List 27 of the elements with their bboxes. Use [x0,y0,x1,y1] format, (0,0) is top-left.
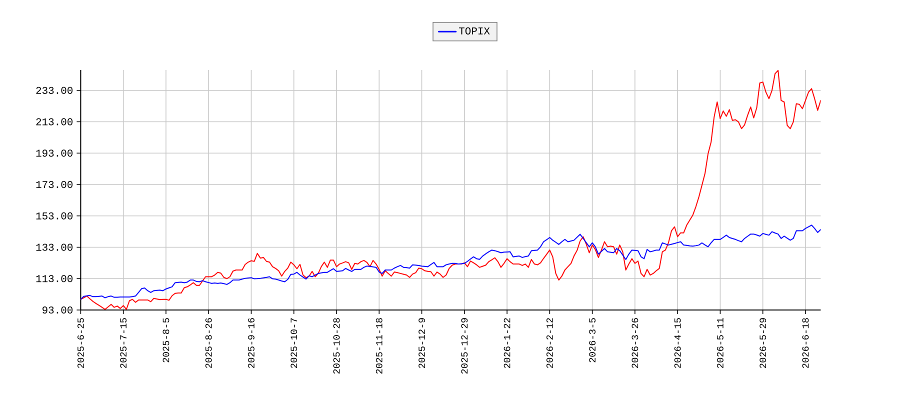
x-tick-label: 2025-10-7 [290,318,298,368]
y-tick-label: 193.00 [36,150,73,157]
x-tick-label: 2026-3-5 [589,318,596,362]
legend-label: TOPIX [458,27,490,34]
x-tick-label: 2025-12-9 [418,318,425,368]
x-tick-label: 2025-8-5 [162,318,170,362]
x-tick-label: 2026-4-15 [674,318,681,368]
x-tick-label: 2025-8-26 [205,318,212,368]
x-tick-label: 2026-6-18 [802,318,809,368]
x-tick-label: 2025-12-29 [461,318,468,374]
x-tick-label: 2026-3-26 [632,318,638,368]
y-tick-label: 153.00 [36,212,73,220]
y-tick-label: 113.00 [36,275,73,282]
y-tick-label: 213.00 [36,118,73,126]
x-tick-label: 2026-1-22 [504,318,510,368]
x-tick-label: 2025-11-18 [376,318,382,374]
y-tick-label: 173.00 [36,180,73,188]
x-tick-label: 2026-5-11 [717,318,724,368]
x-tick-label: 2025-6-25 [77,318,84,368]
x-tick-label: 2026-5-29 [760,318,766,368]
y-tick-label: 93.00 [42,306,73,314]
x-tick-label: 2025-7-15 [120,318,127,368]
y-tick-label: 233.00 [36,86,73,94]
y-tick-label: 133.00 [36,244,73,251]
x-tick-label: 2025-10-28 [333,318,340,374]
x-tick-label: 2026-2-12 [546,318,553,368]
x-tick-label: 2025-9-16 [248,318,254,368]
